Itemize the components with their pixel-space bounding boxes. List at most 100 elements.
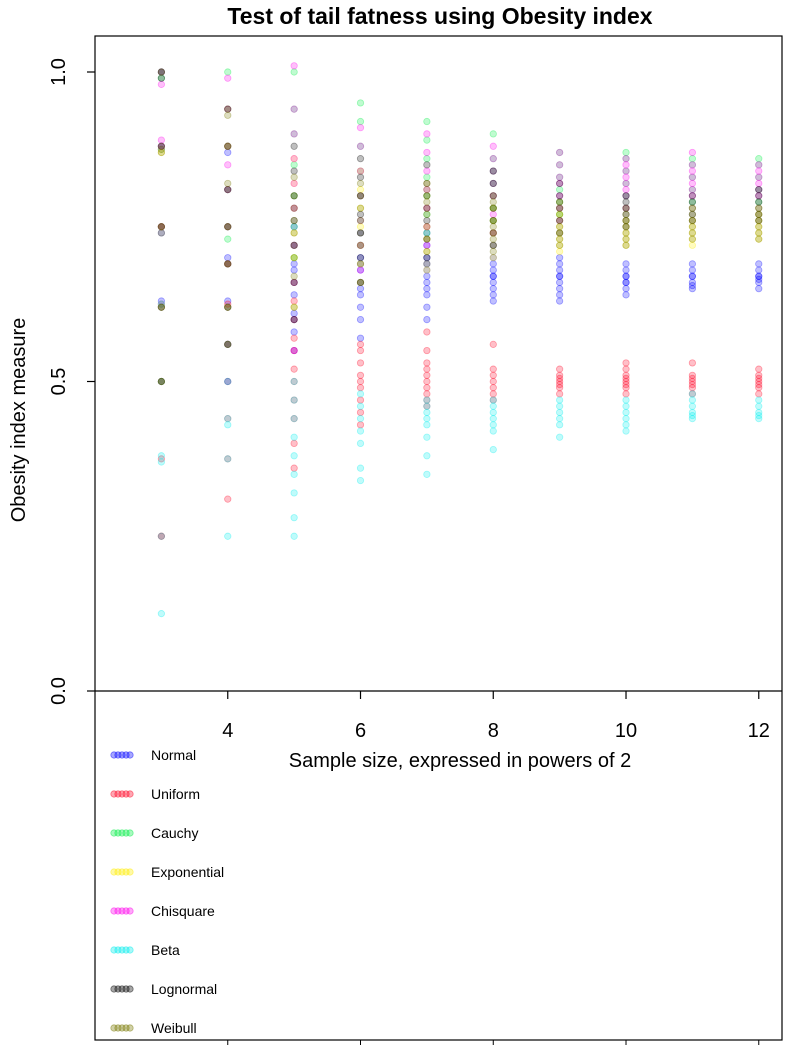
legend-marker-normal-1	[114, 751, 122, 759]
point-chisquare-6-4	[356, 167, 365, 175]
point-beta-11-2	[688, 408, 696, 417]
point-uniform-12-4	[755, 374, 763, 383]
point-chisquare-8-4	[489, 167, 497, 175]
point-lognormal-5-1	[290, 278, 298, 287]
point-exponential-5-4	[290, 204, 298, 212]
point-uniform-4-5	[224, 300, 232, 308]
point-beta-11-4	[688, 396, 696, 404]
point-beta-12-0	[755, 415, 763, 423]
point-lognormal-12-1	[755, 210, 763, 218]
point-normal-3-2	[157, 142, 165, 150]
point-lognormal-3-2	[157, 223, 165, 231]
axes-layer: 4 6 8 10 12 0.0 0.5 1.0	[48, 35, 783, 1045]
point-weibull-8-3	[489, 223, 497, 231]
point-normal-10-3	[622, 272, 630, 280]
point-weibull-7-4	[423, 210, 431, 218]
point-uniform-6-0	[356, 421, 365, 429]
point-chisquare-10-5	[622, 167, 630, 175]
point-uniform-8-6	[489, 340, 497, 348]
point-uniform-3-4	[157, 223, 165, 231]
legend-label-uniform: Uniform	[151, 786, 200, 802]
point-lognormal-7-6	[423, 161, 431, 169]
point-normal-8-3	[489, 278, 497, 287]
point-normal-12-0	[755, 285, 763, 293]
point-chisquare-10-6	[622, 161, 630, 169]
point-exponential-7-3	[423, 223, 431, 231]
point-lognormal-7-3	[423, 204, 431, 212]
point-normal-9-7	[556, 254, 564, 262]
point-beta-12-1	[755, 411, 763, 420]
point-lognormal-9-0	[556, 229, 564, 237]
point-exponential-4-4	[224, 186, 232, 194]
point-beta-7-0	[423, 470, 431, 478]
point-exponential-6-1	[356, 260, 365, 268]
point-normal-6-0	[356, 334, 365, 342]
point-weibull-4-2	[224, 260, 232, 268]
point-uniform-11-1	[688, 384, 696, 392]
point-beta-12-2	[755, 408, 763, 417]
y-tick-label-0: 0.0	[48, 677, 70, 705]
point-beta-10-4	[622, 402, 630, 410]
legend-marker-exponential-2	[118, 868, 126, 876]
point-exponential-9-2	[556, 235, 564, 243]
point-cauchy-5-0	[290, 254, 298, 262]
point-chisquare-12-1	[755, 186, 763, 194]
point-chisquare-9-4	[556, 173, 564, 181]
point-exponential-6-2	[356, 241, 365, 249]
point-normal-4-3	[224, 260, 232, 268]
point-cauchy-7-2	[423, 192, 431, 200]
point-uniform-3-1	[157, 455, 165, 463]
point-normal-7-7	[423, 241, 431, 249]
y-axis-label: Obesity index measure	[8, 318, 30, 523]
point-cauchy-4-6	[224, 260, 232, 268]
point-exponential-12-3	[755, 216, 763, 225]
point-chisquare-5-2	[290, 204, 298, 212]
point-uniform-7-2	[423, 390, 431, 398]
point-beta-4-4	[224, 340, 232, 348]
point-cauchy-11-1	[688, 186, 696, 194]
x-tick-label-4: 4	[222, 720, 233, 742]
point-normal-10-5	[622, 260, 630, 268]
point-chisquare-9-0	[556, 216, 564, 225]
point-uniform-10-7	[622, 359, 630, 367]
legend-item-uniform: Uniform	[110, 786, 200, 802]
point-normal-12-6	[755, 272, 763, 280]
legend-marker-normal-2	[118, 751, 126, 759]
point-cauchy-8-1	[489, 204, 497, 212]
point-cauchy-9-0	[556, 210, 564, 218]
point-normal-7-9	[423, 278, 431, 287]
point-exponential-5-5	[290, 179, 298, 188]
legend-marker-lognormal-3	[122, 985, 130, 993]
point-normal-3-3	[157, 377, 165, 386]
legend-marker-chisquare-2	[118, 907, 126, 915]
point-chisquare-10-4	[622, 173, 630, 181]
point-uniform-12-2	[755, 380, 763, 389]
x-tick-label-10: 10	[615, 720, 637, 742]
point-uniform-9-4	[556, 374, 564, 383]
point-cauchy-3-2	[157, 68, 165, 76]
point-weibull-8-2	[489, 229, 497, 237]
point-cauchy-8-0	[489, 216, 497, 225]
point-exponential-3-2	[157, 223, 165, 231]
point-chisquare-9-6	[556, 148, 564, 157]
point-exponential-9-4	[556, 223, 564, 231]
point-uniform-5-1	[290, 439, 298, 447]
legend-label-exponential: Exponential	[151, 864, 224, 880]
point-exponential-4-1	[224, 303, 232, 311]
point-beta-4-2	[224, 415, 232, 423]
point-uniform-4-0	[224, 495, 232, 503]
point-beta-4-1	[224, 455, 232, 463]
legend-marker-weibull-2	[118, 1024, 126, 1032]
point-lognormal-5-4	[290, 192, 298, 200]
point-cauchy-9-2	[556, 186, 564, 194]
point-exponential-8-5	[489, 192, 497, 200]
point-beta-4-0	[224, 532, 232, 540]
legend: Normal Uniform Cauchy Exponential Chisquare B…	[110, 747, 224, 1036]
point-normal-12-2	[755, 275, 763, 283]
point-normal-9-3	[556, 278, 564, 287]
point-chisquare-4-4	[224, 142, 232, 150]
point-beta-8-2	[489, 421, 497, 429]
point-weibull-3-6	[157, 68, 165, 76]
point-chisquare-7-2	[423, 204, 431, 212]
series-lognormal	[157, 68, 763, 386]
